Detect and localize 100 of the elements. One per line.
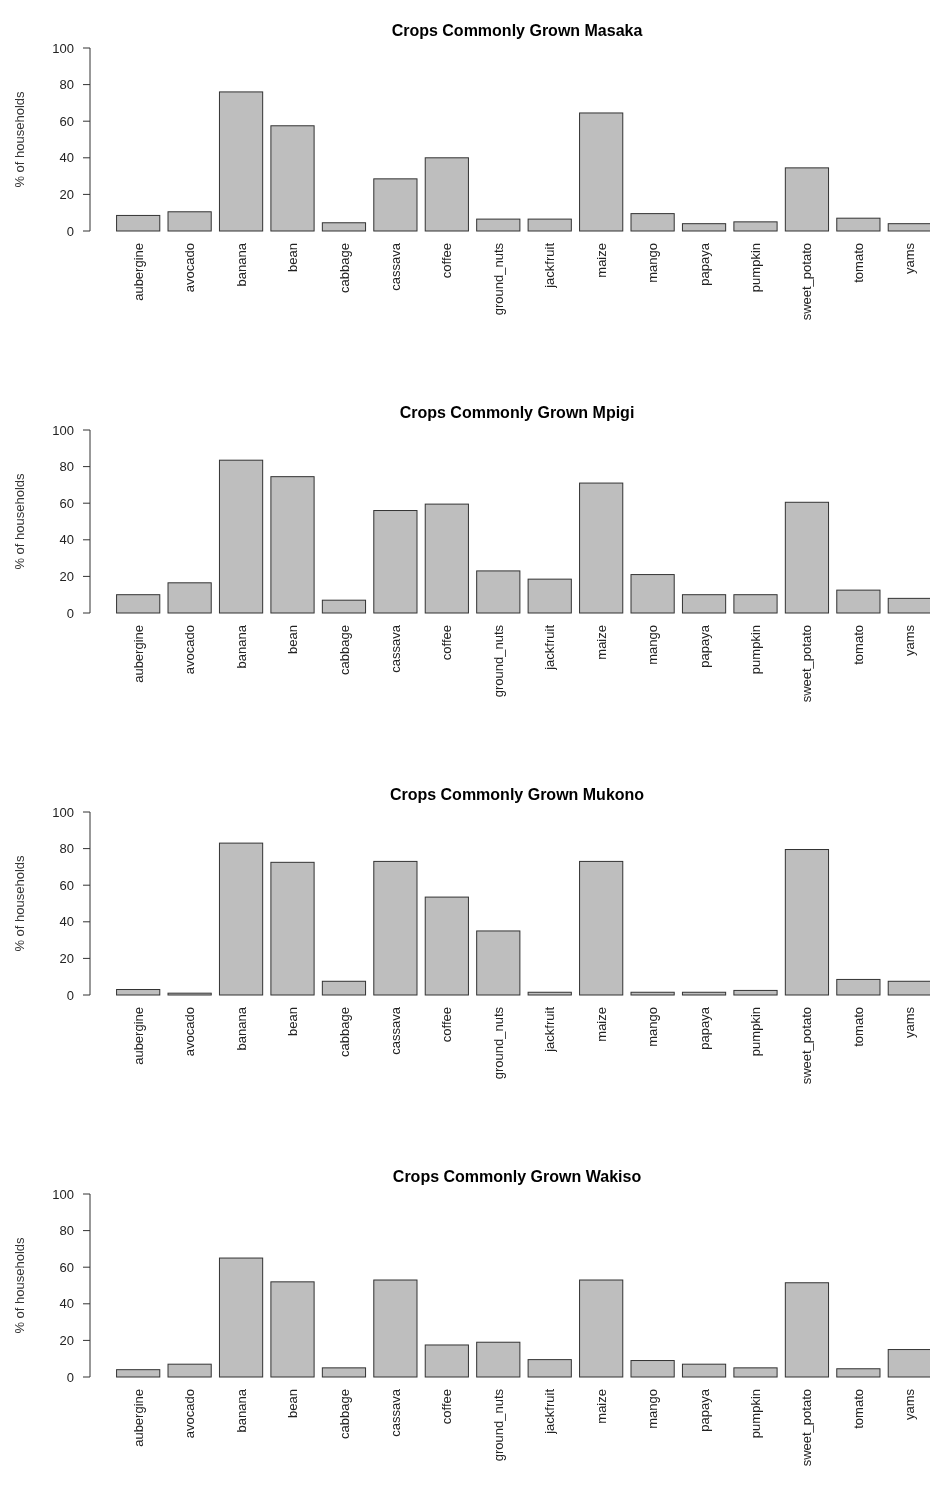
y-tick-label: 40 bbox=[59, 532, 74, 548]
y-axis-title: % of households bbox=[12, 472, 27, 570]
x-tick-label: ground_nuts bbox=[490, 1006, 506, 1080]
bar bbox=[887, 1349, 930, 1378]
bar bbox=[116, 214, 161, 232]
x-tick-label: pumpkin bbox=[748, 625, 764, 675]
y-tick-label: 40 bbox=[59, 1296, 74, 1312]
bar bbox=[630, 1360, 675, 1378]
x-tick-label: avocado bbox=[182, 625, 198, 675]
x-tick-label: pumpkin bbox=[748, 243, 764, 293]
x-tick-label: aubergine bbox=[130, 243, 146, 301]
bar bbox=[579, 860, 624, 996]
y-tick-label: 20 bbox=[59, 950, 74, 966]
bar bbox=[527, 578, 572, 614]
x-tick-label: jackfruit bbox=[542, 242, 558, 289]
x-tick-label: yams bbox=[902, 624, 918, 657]
bar bbox=[887, 980, 930, 996]
x-tick-label: maize bbox=[593, 243, 609, 278]
x-tick-label: maize bbox=[593, 1007, 609, 1042]
bar bbox=[270, 861, 315, 996]
bar bbox=[527, 991, 572, 996]
y-axis-title: % of households bbox=[12, 1236, 27, 1334]
bar bbox=[733, 594, 778, 614]
bar bbox=[476, 930, 521, 996]
chart-title: Crops Commonly Grown Masaka bbox=[391, 22, 643, 39]
x-tick-label: aubergine bbox=[130, 625, 146, 683]
bar bbox=[270, 476, 315, 614]
x-tick-label: cassava bbox=[387, 1006, 403, 1055]
y-tick-label: 0 bbox=[66, 987, 74, 1003]
x-tick-label: tomato bbox=[850, 625, 866, 665]
y-tick-label: 60 bbox=[59, 495, 74, 511]
bar bbox=[579, 482, 624, 614]
y-tick-label: 80 bbox=[59, 459, 74, 475]
bar bbox=[167, 582, 212, 614]
x-tick-label: banana bbox=[233, 1388, 249, 1433]
bar bbox=[116, 594, 161, 614]
x-tick-label: banana bbox=[233, 624, 249, 669]
x-tick-label: avocado bbox=[182, 243, 198, 293]
bar bbox=[476, 570, 521, 614]
bar bbox=[733, 221, 778, 232]
x-tick-label: mango bbox=[645, 1007, 661, 1047]
x-tick-label: bean bbox=[285, 243, 301, 272]
chart-title: Crops Commonly Grown Mukono bbox=[389, 786, 645, 803]
y-tick-label: 100 bbox=[52, 804, 74, 820]
y-axis-title: % of households bbox=[12, 854, 27, 952]
bar bbox=[527, 1359, 572, 1378]
bar bbox=[836, 978, 881, 996]
y-tick-label: 80 bbox=[59, 841, 74, 857]
x-tick-label: cabbage bbox=[336, 1389, 352, 1439]
x-tick-label: sweet_potato bbox=[799, 243, 815, 321]
bar bbox=[424, 503, 469, 614]
x-tick-label: sweet_potato bbox=[799, 625, 815, 703]
x-tick-label: aubergine bbox=[130, 1389, 146, 1447]
bar bbox=[630, 574, 675, 614]
bar bbox=[681, 991, 727, 996]
y-tick-label: 0 bbox=[66, 1369, 74, 1385]
bar bbox=[373, 510, 418, 614]
bar bbox=[321, 1367, 367, 1378]
bar bbox=[424, 1344, 469, 1378]
x-tick-label: coffee bbox=[439, 1007, 455, 1043]
x-tick-label: mango bbox=[645, 625, 661, 665]
bar bbox=[218, 842, 264, 996]
x-tick-label: jackfruit bbox=[542, 1388, 558, 1435]
y-tick-label: 60 bbox=[59, 1259, 74, 1275]
bar bbox=[218, 459, 264, 614]
y-tick-label: 20 bbox=[59, 1332, 74, 1348]
x-tick-label: tomato bbox=[850, 1007, 866, 1047]
x-tick-label: aubergine bbox=[130, 1007, 146, 1065]
bar bbox=[784, 501, 830, 614]
bar bbox=[681, 223, 727, 232]
x-tick-label: maize bbox=[593, 625, 609, 660]
x-tick-label: pumpkin bbox=[748, 1389, 764, 1439]
y-tick-label: 100 bbox=[52, 40, 74, 56]
x-tick-label: ground_nuts bbox=[490, 624, 506, 698]
bar bbox=[784, 167, 830, 232]
bar bbox=[270, 125, 315, 232]
x-tick-label: maize bbox=[593, 1389, 609, 1424]
x-tick-label: coffee bbox=[439, 625, 455, 661]
x-tick-label: yams bbox=[902, 242, 918, 275]
bar bbox=[784, 1282, 830, 1378]
bar bbox=[167, 1363, 212, 1378]
x-tick-label: banana bbox=[233, 1006, 249, 1051]
bar bbox=[218, 1257, 264, 1378]
y-tick-label: 60 bbox=[59, 113, 74, 129]
x-tick-label: jackfruit bbox=[542, 624, 558, 671]
y-tick-label: 100 bbox=[52, 1186, 74, 1202]
x-tick-label: mango bbox=[645, 243, 661, 283]
bar bbox=[116, 1369, 161, 1378]
bar bbox=[681, 594, 727, 614]
y-tick-label: 0 bbox=[66, 223, 74, 239]
bar bbox=[321, 980, 367, 996]
x-tick-label: tomato bbox=[850, 243, 866, 283]
bar bbox=[630, 991, 675, 996]
bar bbox=[116, 989, 161, 996]
y-tick-label: 20 bbox=[59, 186, 74, 202]
bar bbox=[218, 91, 264, 232]
bar bbox=[167, 211, 212, 232]
x-tick-label: papaya bbox=[696, 624, 712, 668]
x-tick-label: bean bbox=[285, 1389, 301, 1418]
x-tick-label: avocado bbox=[182, 1007, 198, 1057]
